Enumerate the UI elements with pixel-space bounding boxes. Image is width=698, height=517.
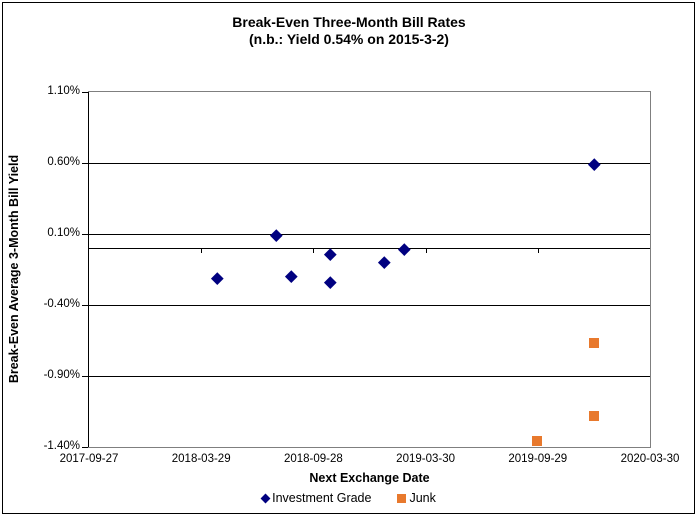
y-tick-label: 0.10% [47,227,80,239]
x-axis-tick [425,248,427,254]
y-axis-line [88,92,89,447]
y-gridline [89,234,650,235]
chart-subtitle: (n.b.: Yield 0.54% on 2015-3-2) [249,31,449,47]
data-point-junk [589,338,600,349]
y-axis-tick [82,234,88,235]
legend-item-junk: Junk [397,491,436,505]
data-point-junk [589,410,600,421]
zero-axis-line [89,248,650,250]
x-axis-tick [537,248,539,254]
legend-label-investment-grade: Investment Grade [272,491,372,505]
legend-item-investment-grade: Investment Grade [260,491,372,505]
x-tick-label: 2018-09-28 [283,453,343,465]
y-axis-tick [82,305,88,306]
legend: Investment Grade Junk [0,491,698,505]
x-tick-label: 2020-03-30 [620,453,680,465]
y-tick-label: 1.10% [47,85,80,97]
chart-title: Break-Even Three-Month Bill Rates [232,14,466,30]
x-tick-label: 2019-09-29 [508,453,568,465]
chart-title-block: Break-Even Three-Month Bill Rates (n.b.:… [0,14,698,48]
x-axis-tick [313,248,315,254]
y-tick-label: -1.40% [43,440,80,452]
x-tick-label: 2019-03-30 [396,453,455,465]
y-axis-tick [82,92,88,93]
x-tick-label: 2017-09-27 [59,453,119,465]
y-axis-tick [82,447,88,448]
plot-area [88,91,651,448]
x-axis-tick [201,248,203,254]
y-axis-tick [82,163,88,164]
y-gridline [89,376,650,377]
y-tick-label: -0.40% [43,298,80,310]
square-marker-icon [397,493,407,503]
y-tick-label: -0.90% [43,369,80,381]
y-gridline [89,163,650,164]
y-gridline [89,305,650,306]
legend-label-junk: Junk [409,491,436,505]
data-point-junk [532,436,543,447]
x-tick-label: 2018-03-29 [171,453,231,465]
y-axis-title: Break-Even Average 3-Month Bill Yield [7,154,21,383]
y-axis-tick [82,376,88,377]
y-tick-label: 0.60% [47,156,80,168]
x-axis-title: Next Exchange Date [309,471,430,485]
diamond-marker-icon [260,493,271,503]
